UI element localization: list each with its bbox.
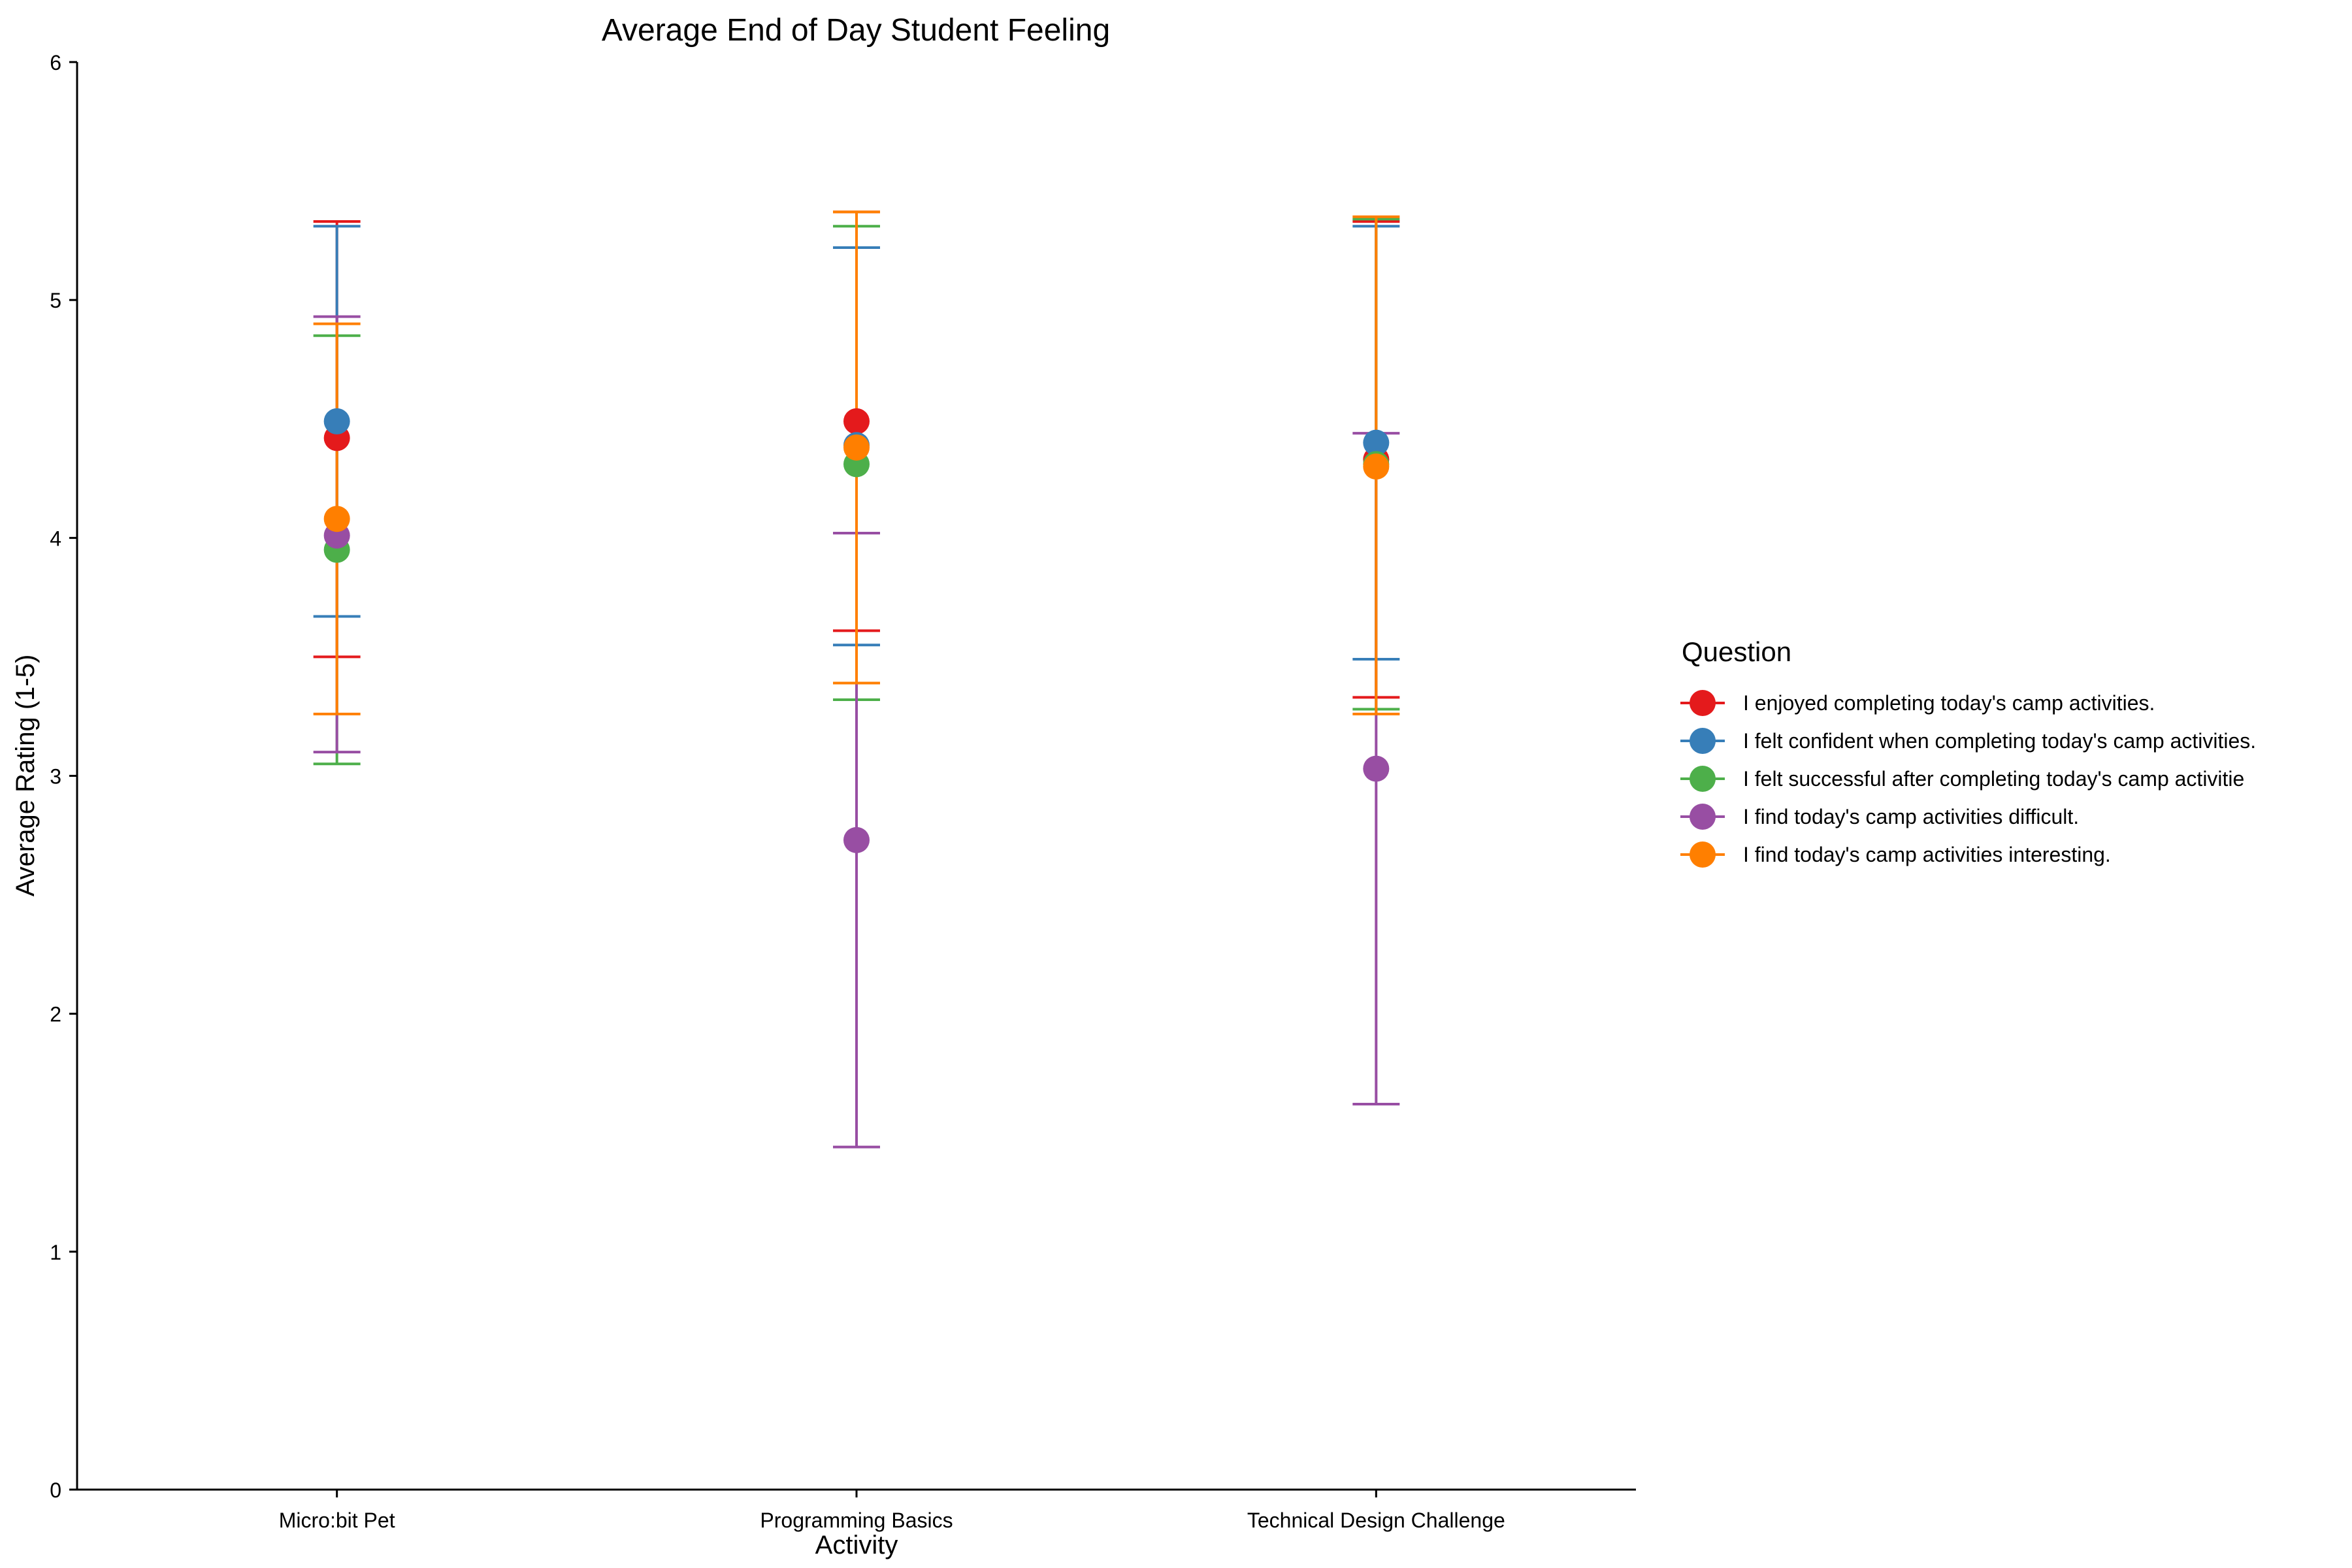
y-tick-label-0: 0 [50, 1478, 61, 1502]
legend: Question I enjoyed completing today's ca… [1680, 636, 2256, 868]
y-tick-label-2: 2 [50, 1003, 61, 1026]
legend-title: Question [1682, 636, 1791, 667]
data-point-1-2 [1363, 429, 1390, 456]
data-point-3-2 [1363, 755, 1390, 782]
x-tick-label-0: Micro:bit Pet [279, 1509, 395, 1532]
legend-key-point-1 [1690, 728, 1716, 754]
legend-item-1: I felt confident when completing today's… [1680, 728, 2256, 754]
x-tick-label-2: Technical Design Challenge [1247, 1509, 1505, 1532]
y-tick-label-5: 5 [50, 289, 61, 312]
legend-key-point-0 [1690, 690, 1716, 716]
x-tick-label-1: Programming Basics [760, 1509, 953, 1532]
data-point-4-0 [323, 506, 350, 532]
x-axis-ticks: Micro:bit Pet Programming Basics Technical… [279, 1490, 1505, 1532]
legend-items: I enjoyed completing today's camp activi… [1680, 690, 2256, 868]
chart-title: Average End of Day Student Feeling [602, 13, 1110, 48]
y-tick-label-4: 4 [50, 527, 61, 550]
legend-label-1: I felt confident when completing today's… [1743, 729, 2256, 753]
legend-label-2: I felt successful after completing today… [1743, 767, 2244, 791]
series-points-4 [323, 434, 1390, 532]
data-point-4-1 [843, 434, 870, 461]
y-tick-label-1: 1 [50, 1241, 61, 1264]
data-point-1-0 [323, 408, 350, 434]
legend-key-point-3 [1690, 804, 1716, 830]
data-point-0-1 [843, 408, 870, 434]
legend-label-0: I enjoyed completing today's camp activi… [1743, 691, 2155, 715]
legend-item-2: I felt successful after completing today… [1680, 766, 2244, 792]
legend-item-0: I enjoyed completing today's camp activi… [1680, 690, 2155, 716]
legend-key-point-4 [1690, 841, 1716, 868]
plot-area [313, 210, 1400, 1149]
y-axis-label: Average Rating (1-5) [11, 655, 40, 897]
y-tick-label-6: 6 [50, 51, 61, 74]
x-axis-label: Activity [815, 1531, 898, 1560]
legend-item-4: I find today's camp activities interesti… [1680, 841, 2111, 868]
legend-label-4: I find today's camp activities interesti… [1743, 843, 2111, 866]
y-axis-ticks: 0 1 2 3 4 5 6 [50, 51, 77, 1502]
legend-key-point-2 [1690, 766, 1716, 792]
legend-item-3: I find today's camp activities difficult… [1680, 804, 2079, 830]
legend-label-3: I find today's camp activities difficult… [1743, 805, 2079, 828]
y-tick-label-3: 3 [50, 765, 61, 789]
data-point-4-2 [1363, 453, 1390, 480]
data-point-3-1 [843, 826, 870, 853]
